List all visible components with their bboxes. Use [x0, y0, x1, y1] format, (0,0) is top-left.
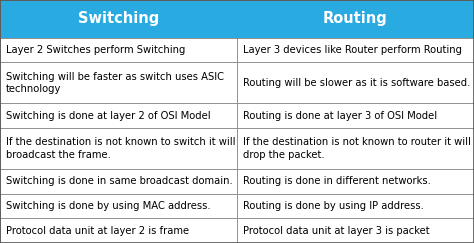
Bar — [0, 38, 237, 62]
Bar — [0, 193, 237, 218]
Bar — [237, 103, 474, 128]
Bar — [237, 128, 474, 169]
Text: Routing is done in different networks.: Routing is done in different networks. — [243, 176, 430, 186]
Text: Switching is done by using MAC address.: Switching is done by using MAC address. — [6, 201, 210, 211]
Bar — [0, 0, 237, 38]
Bar — [0, 218, 237, 243]
Bar — [237, 62, 474, 103]
Text: Routing: Routing — [323, 11, 388, 26]
Text: Protocol data unit at layer 2 is frame: Protocol data unit at layer 2 is frame — [6, 226, 189, 236]
Bar — [237, 38, 474, 62]
Text: Switching: Switching — [78, 11, 159, 26]
Text: Protocol data unit at layer 3 is packet: Protocol data unit at layer 3 is packet — [243, 226, 429, 236]
Bar — [237, 0, 474, 38]
Text: If the destination is not known to router it will
drop the packet.: If the destination is not known to route… — [243, 137, 471, 160]
Bar — [0, 169, 237, 193]
Text: Layer 2 Switches perform Switching: Layer 2 Switches perform Switching — [6, 45, 185, 55]
Text: Routing is done by using IP address.: Routing is done by using IP address. — [243, 201, 424, 211]
Text: Routing is done at layer 3 of OSI Model: Routing is done at layer 3 of OSI Model — [243, 111, 437, 121]
Bar — [237, 218, 474, 243]
Text: Switching is done in same broadcast domain.: Switching is done in same broadcast doma… — [6, 176, 232, 186]
Bar — [237, 193, 474, 218]
Bar — [237, 169, 474, 193]
Bar — [0, 128, 237, 169]
Text: Routing will be slower as it is software based.: Routing will be slower as it is software… — [243, 78, 470, 88]
Text: Switching will be faster as switch uses ASIC
technology: Switching will be faster as switch uses … — [6, 72, 224, 94]
Text: Layer 3 devices like Router perform Routing: Layer 3 devices like Router perform Rout… — [243, 45, 462, 55]
Text: If the destination is not known to switch it will
broadcast the frame.: If the destination is not known to switc… — [6, 137, 235, 160]
Bar — [0, 103, 237, 128]
Text: Switching is done at layer 2 of OSI Model: Switching is done at layer 2 of OSI Mode… — [6, 111, 210, 121]
Bar — [0, 62, 237, 103]
